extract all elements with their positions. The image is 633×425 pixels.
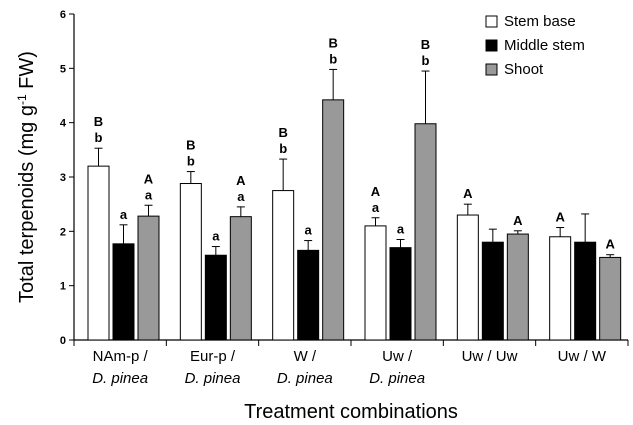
error-bars <box>94 68 615 258</box>
significance-label: b <box>329 51 337 66</box>
significance-label: A <box>236 173 246 188</box>
y-axis-title: Total terpenoids (mg g-1 FW) <box>15 51 38 303</box>
significance-label: A <box>513 213 523 228</box>
category-label: Uw / W <box>558 348 607 365</box>
category-label: Eur-p / <box>190 348 236 365</box>
significance-label: B <box>186 138 195 153</box>
significance-label: A <box>463 186 473 201</box>
bar <box>574 241 597 341</box>
significance-label: B <box>328 35 337 50</box>
y-axis-title-end: FW) <box>16 51 38 94</box>
significance-label: a <box>372 200 380 215</box>
bar <box>389 247 412 341</box>
bar <box>204 254 227 341</box>
significance-label: A <box>144 171 154 186</box>
legend-swatch <box>485 39 498 52</box>
y-tick-label: 0 <box>60 335 66 347</box>
category-label: NAm-p / <box>93 348 149 365</box>
significance-label: b <box>95 130 103 145</box>
bar <box>599 256 622 341</box>
bar <box>112 243 135 341</box>
bar <box>549 236 572 341</box>
significance-label: a <box>237 189 245 204</box>
significance-label: b <box>187 154 195 169</box>
category-label-species: D. pinea <box>369 370 425 387</box>
y-tick-label: 5 <box>60 63 66 75</box>
y-tick-label: 2 <box>60 226 66 238</box>
bar <box>414 123 437 341</box>
y-tick-label: 3 <box>60 172 66 184</box>
significance-label: A <box>371 184 381 199</box>
category-label: Uw / Uw <box>462 348 518 365</box>
category-labels: NAm-p / D. pinea Eur-p / D. pinea W / D. pine… <box>92 348 607 387</box>
bar <box>456 214 479 341</box>
category-label-species: D. pinea <box>185 370 241 387</box>
legend-swatch <box>485 15 498 28</box>
legend-swatch <box>485 63 498 76</box>
significance-label: A <box>605 237 615 252</box>
bars <box>87 99 622 341</box>
bar <box>87 165 110 341</box>
bar <box>322 99 345 341</box>
significance-label: B <box>94 114 103 129</box>
legend-label: Stem base <box>504 13 576 30</box>
significance-label: B <box>421 37 430 52</box>
bar <box>137 215 160 341</box>
bar <box>297 249 320 341</box>
significance-label: a <box>305 223 313 238</box>
bar <box>506 233 529 341</box>
category-label: Uw / <box>382 348 413 365</box>
significance-label: a <box>397 221 405 236</box>
significance-label: A <box>555 210 565 225</box>
legend: Stem base Middle stem Shoot <box>485 13 585 78</box>
bar <box>481 241 504 341</box>
legend-label: Shoot <box>504 61 544 78</box>
category-label-species: D. pinea <box>277 370 333 387</box>
y-tick-label: 1 <box>60 281 66 293</box>
significance-label: a <box>212 229 220 244</box>
y-tick-label: 6 <box>60 9 66 21</box>
bar <box>364 225 387 341</box>
x-ticks <box>73 340 629 346</box>
y-ticks: 0 1 2 3 4 5 6 <box>60 9 74 347</box>
y-tick-label: 4 <box>60 118 67 130</box>
bar <box>229 216 252 341</box>
bar <box>272 190 295 341</box>
significance-label: B <box>278 125 287 140</box>
legend-label: Middle stem <box>504 37 585 54</box>
significance-label: b <box>422 53 430 68</box>
bar <box>179 183 202 341</box>
category-label-species: D. pinea <box>92 370 148 387</box>
significance-label: a <box>120 207 128 222</box>
significance-label: a <box>145 187 153 202</box>
x-axis-title: Treatment combinations <box>244 401 458 423</box>
significance-label: b <box>279 141 287 156</box>
y-axis-title-sup: -1 <box>15 94 29 105</box>
category-label: W / <box>294 348 317 365</box>
y-axis-title-main: Total terpenoids (mg g <box>16 105 38 303</box>
